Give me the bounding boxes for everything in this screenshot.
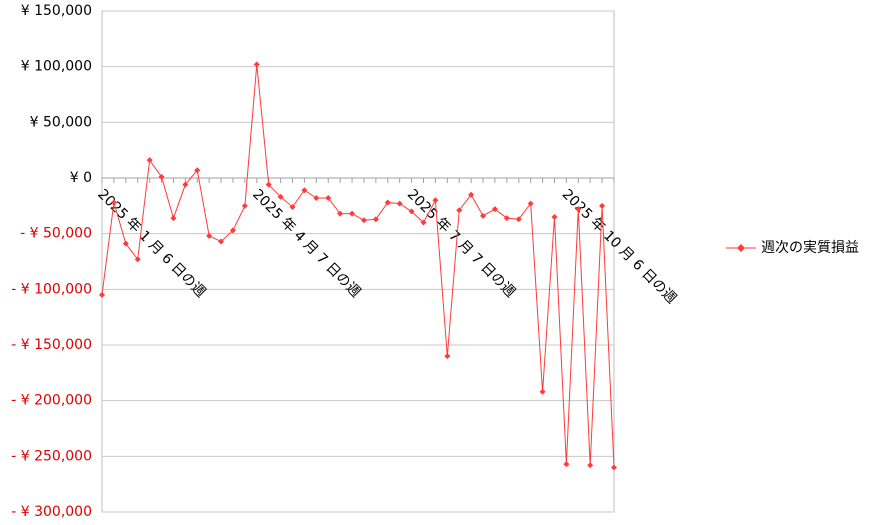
marker — [384, 199, 391, 206]
marker — [289, 203, 296, 210]
marker — [503, 215, 510, 222]
marker — [515, 216, 522, 223]
marker — [218, 238, 225, 245]
marker — [158, 173, 165, 180]
marker — [194, 167, 201, 174]
marker — [313, 195, 320, 202]
marker — [444, 353, 451, 360]
marker — [122, 240, 129, 247]
marker — [599, 202, 606, 209]
y-tick-label: - ¥ 200,000 — [11, 393, 92, 409]
marker — [110, 199, 117, 206]
marker — [229, 227, 236, 234]
y-tick-label: - ¥ 100,000 — [11, 281, 92, 297]
marker — [182, 181, 189, 188]
marker — [360, 217, 367, 224]
legend-marker — [737, 244, 745, 252]
marker — [611, 464, 617, 471]
marker — [432, 197, 439, 204]
y-tick-label: - ¥ 250,000 — [11, 448, 92, 464]
marker — [241, 202, 248, 209]
marker — [491, 206, 498, 213]
x-tick-label: 2025 年 4 月 7 日の週 — [249, 186, 363, 300]
marker — [539, 388, 546, 395]
marker — [527, 200, 534, 207]
marker — [277, 193, 284, 200]
marker — [396, 200, 403, 207]
y-tick-label: - ¥ 50,000 — [20, 226, 92, 242]
marker — [170, 215, 177, 222]
marker — [337, 210, 344, 217]
marker — [587, 462, 594, 469]
marker — [253, 61, 260, 68]
series-line — [101, 64, 615, 468]
marker — [372, 216, 379, 223]
y-tick-label: ¥ 50,000 — [30, 114, 92, 130]
marker — [456, 207, 463, 214]
marker — [265, 181, 272, 188]
marker — [349, 210, 356, 217]
x-tick-label: 2025 年 7 月 7 日の週 — [404, 186, 518, 300]
y-tick-label: ¥ 0 — [70, 170, 92, 186]
marker — [563, 461, 570, 468]
marker — [325, 195, 332, 202]
marker — [480, 212, 487, 219]
marker — [468, 191, 475, 198]
marker — [420, 219, 427, 226]
marker — [146, 157, 153, 164]
marker — [134, 256, 141, 263]
marker — [206, 232, 213, 239]
marker — [551, 213, 558, 220]
y-tick-label: - ¥ 150,000 — [11, 337, 92, 353]
marker — [408, 208, 415, 215]
x-tick-label: 2025 年 1 月 6 日の週 — [94, 186, 208, 300]
y-tick-label: ¥ 100,000 — [21, 59, 92, 75]
marker — [99, 291, 105, 298]
marker — [301, 187, 308, 194]
legend-label: 週次の実質損益 — [761, 240, 859, 256]
y-tick-label: - ¥ 300,000 — [11, 504, 92, 520]
marker — [575, 206, 582, 213]
y-tick-label: ¥ 150,000 — [21, 3, 92, 19]
